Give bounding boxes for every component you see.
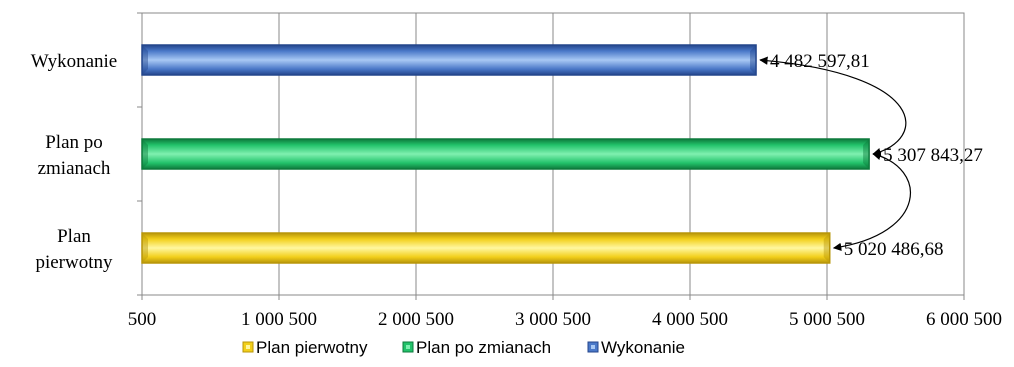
bar-bevel-right bbox=[823, 233, 830, 263]
bar-body bbox=[141, 232, 831, 264]
x-tick-label: 4 000 500 bbox=[652, 309, 728, 330]
bar-body bbox=[141, 44, 757, 76]
data-labels: 5 020 486,68 5 307 843,27 4 482 597,81 bbox=[770, 51, 983, 260]
x-tick-label: 500 bbox=[128, 309, 157, 330]
bar-bevel-left bbox=[142, 45, 148, 75]
legend-swatch-highlight bbox=[406, 345, 410, 349]
category-labels: Plan pierwotny Plan po zmianach Wykonanie bbox=[31, 51, 117, 273]
legend-label: Wykonanie bbox=[601, 338, 685, 357]
bar-plan-po-zmianach bbox=[141, 138, 870, 170]
bar-plan-pierwotny bbox=[141, 232, 831, 264]
legend-swatch-highlight bbox=[246, 345, 250, 349]
bar-bevel-left bbox=[142, 233, 148, 263]
curved-arrow bbox=[759, 56, 907, 157]
data-label: 5 020 486,68 bbox=[844, 239, 944, 260]
category-label: Plan po zmianach bbox=[38, 132, 111, 179]
legend-swatch-highlight bbox=[591, 345, 595, 349]
legend-item: Plan po zmianach bbox=[402, 338, 551, 357]
category-label: Wykonanie bbox=[31, 51, 117, 72]
legend-label: Plan pierwotny bbox=[256, 338, 368, 357]
x-tick-label: 6 000 500 bbox=[926, 309, 1002, 330]
bar-bevel-left bbox=[142, 139, 148, 169]
x-tick-label: 3 000 500 bbox=[515, 309, 591, 330]
category-label: Plan pierwotny bbox=[35, 226, 113, 273]
legend-label: Plan po zmianach bbox=[416, 338, 551, 357]
bar-bevel-right bbox=[750, 45, 757, 75]
legend-item: Plan pierwotny bbox=[242, 338, 368, 357]
bar-body bbox=[141, 138, 870, 170]
data-label: 4 482 597,81 bbox=[770, 51, 870, 72]
curved-arrow bbox=[832, 151, 911, 252]
data-label: 5 307 843,27 bbox=[883, 145, 983, 166]
legend-item: Wykonanie bbox=[587, 338, 685, 357]
x-tick-label: 1 000 500 bbox=[241, 309, 317, 330]
legend: Plan pierwotny Plan po zmianach Wykonanie bbox=[242, 338, 685, 357]
x-tick-label: 5 000 500 bbox=[789, 309, 865, 330]
annotation-arrows bbox=[759, 56, 911, 252]
x-tick-label: 2 000 500 bbox=[378, 309, 454, 330]
bar-wykonanie bbox=[141, 44, 757, 76]
x-axis-ticks: 500 1 000 500 2 000 500 3 000 500 4 000 500 5… bbox=[128, 295, 1002, 330]
bars bbox=[141, 44, 870, 264]
